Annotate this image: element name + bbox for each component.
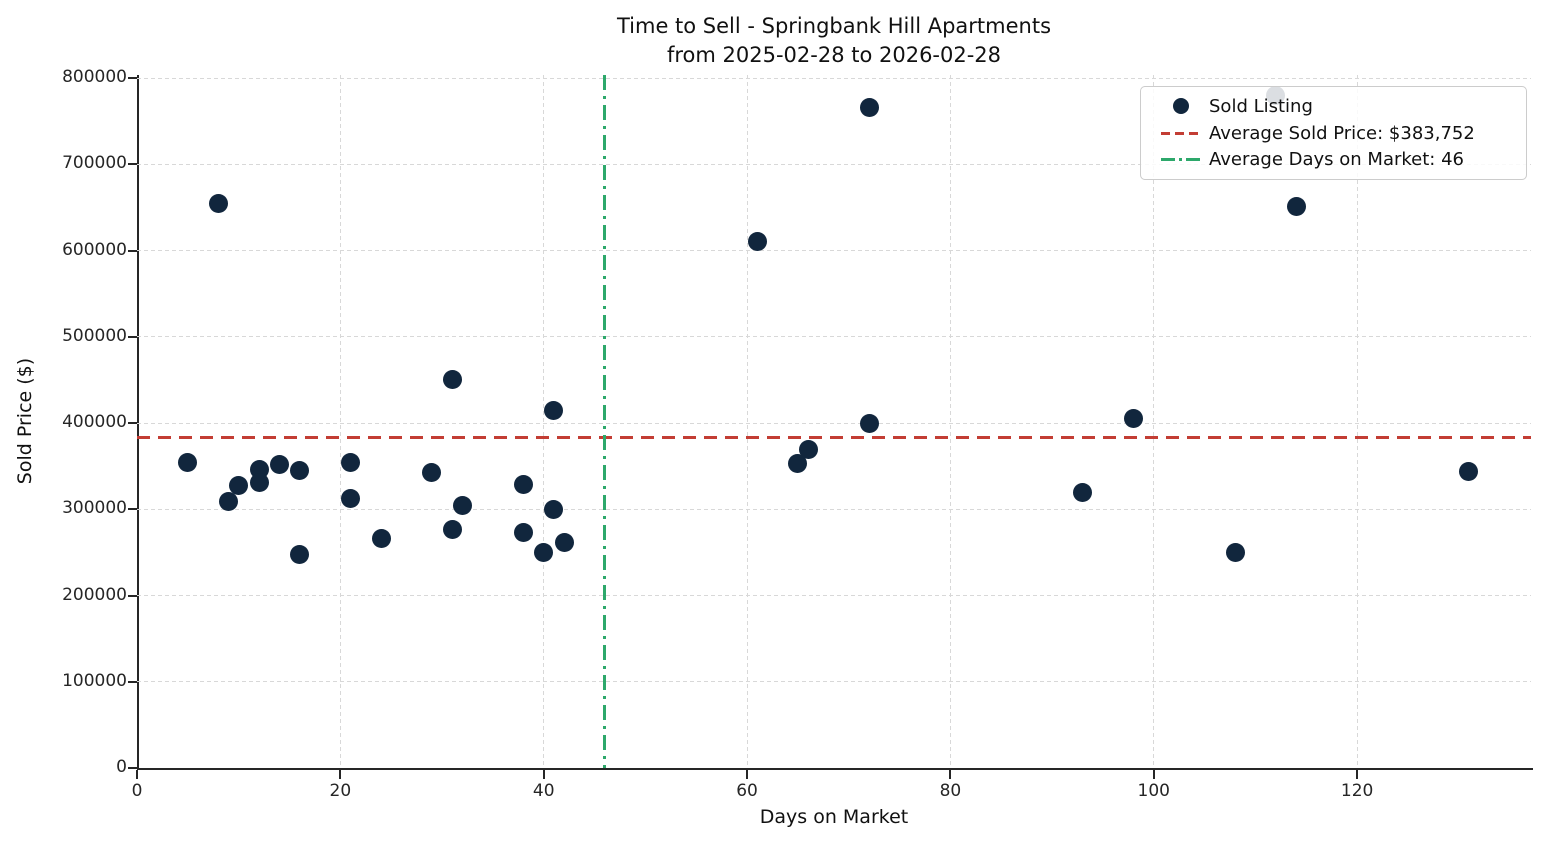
scatter-point <box>208 193 228 213</box>
scatter-point <box>219 491 238 511</box>
scatter-point <box>859 413 879 433</box>
y-tick-label: 600000 <box>62 239 127 260</box>
y-tick-label: 0 <box>116 757 127 777</box>
scatter-point <box>341 488 361 508</box>
x-tick <box>1152 770 1155 779</box>
legend-label-avg-price: Average Sold Price: $383,752 <box>1209 122 1475 144</box>
x-tick <box>1356 770 1359 779</box>
y-gridline <box>137 681 1531 683</box>
y-gridline <box>137 163 1531 165</box>
y-tick <box>128 163 137 166</box>
y-tick-label: 400000 <box>62 412 127 432</box>
avg-days-line <box>603 75 607 768</box>
avg-price-line-icon <box>1161 131 1201 135</box>
y-tick <box>128 335 137 338</box>
y-tick <box>128 249 137 252</box>
legend-label-avg-days: Average Days on Market: 46 <box>1209 149 1464 171</box>
scatter-point <box>452 496 472 516</box>
x-gridline <box>339 75 341 768</box>
x-tick-label: 120 <box>1340 781 1374 801</box>
scatter-point <box>269 454 289 474</box>
x-gridline <box>1153 75 1155 768</box>
avg-days-line-icon <box>1161 158 1201 162</box>
x-tick-label: 80 <box>939 781 962 801</box>
x-tick <box>339 770 342 779</box>
x-gridline <box>949 75 951 768</box>
chart-title-line1: Time to Sell - Springbank Hill Apartment… <box>616 14 1052 38</box>
scatter-point <box>1123 409 1143 429</box>
legend-label-sold-listing: Sold Listing <box>1209 95 1313 117</box>
y-gridline <box>137 422 1531 424</box>
y-tick <box>128 680 137 683</box>
y-tick-label: 100000 <box>62 670 127 691</box>
chart-title-line2: from 2025-02-28 to 2026-02-28 <box>666 43 1002 67</box>
x-gridline <box>1356 75 1358 768</box>
y-gridline <box>137 508 1531 510</box>
x-tick-label: 0 <box>131 781 143 801</box>
y-tick-label: 800000 <box>62 67 127 88</box>
scatter-point <box>554 533 574 553</box>
scatter-point <box>513 523 533 543</box>
scatter-point <box>544 401 564 421</box>
x-tick <box>949 770 952 779</box>
scatter-point <box>859 97 879 117</box>
scatter-point <box>544 499 564 519</box>
scatter-point <box>1459 461 1479 481</box>
y-axis-label: Sold Price ($) <box>14 357 36 485</box>
scatter-point <box>798 440 818 460</box>
x-axis-label: Days on Market <box>759 806 909 828</box>
y-tick-label: 200000 <box>62 584 127 605</box>
sold-listing-marker-icon <box>1173 98 1189 115</box>
scatter-point <box>290 544 310 564</box>
x-gridline <box>543 75 545 768</box>
scatter-point <box>442 370 462 390</box>
y-tick-label: 500000 <box>62 325 127 346</box>
avg-price-line <box>137 435 1531 439</box>
scatter-point <box>513 474 533 494</box>
y-tick-label: 700000 <box>62 153 127 174</box>
scatter-point <box>178 453 198 473</box>
y-gridline <box>137 595 1531 596</box>
scatter-point <box>1286 197 1306 217</box>
scatter-point <box>290 460 310 480</box>
legend: Sold Listing Average Sold Price: $383,75… <box>1140 86 1527 180</box>
legend-item-avg-price: Average Sold Price: $383,752 <box>1153 120 1516 147</box>
x-tick-label: 60 <box>736 781 758 801</box>
chart-title: Time to Sell - Springbank Hill Apartment… <box>137 12 1531 70</box>
x-gridline <box>746 75 748 768</box>
scatter-point <box>1073 482 1093 502</box>
y-gridline <box>137 250 1531 251</box>
scatter-point <box>747 231 767 251</box>
y-tick <box>128 594 137 597</box>
y-gridline <box>137 77 1531 79</box>
y-tick-label: 300000 <box>62 498 127 519</box>
x-tick-label: 100 <box>1137 781 1170 801</box>
legend-item-avg-days: Average Days on Market: 46 <box>1153 146 1516 173</box>
y-tick <box>128 767 137 769</box>
scatter-point <box>422 462 442 482</box>
scatter-point <box>1225 542 1245 562</box>
x-tick <box>542 770 545 779</box>
x-tick-label: 40 <box>532 781 555 801</box>
scatter-point <box>788 454 808 474</box>
x-tick <box>136 770 138 779</box>
scatter-point <box>442 520 462 540</box>
scatter-point <box>371 529 391 549</box>
scatter-point <box>534 542 554 562</box>
x-tick-label: 20 <box>329 781 352 801</box>
y-tick <box>128 508 137 511</box>
y-tick <box>128 422 137 424</box>
y-gridline <box>137 336 1531 338</box>
legend-item-sold-listing: Sold Listing <box>1153 93 1516 120</box>
x-tick <box>746 770 749 779</box>
scatter-point <box>341 453 361 473</box>
scatter-point <box>249 473 269 493</box>
scatter-point <box>229 476 249 496</box>
y-tick <box>128 77 137 80</box>
